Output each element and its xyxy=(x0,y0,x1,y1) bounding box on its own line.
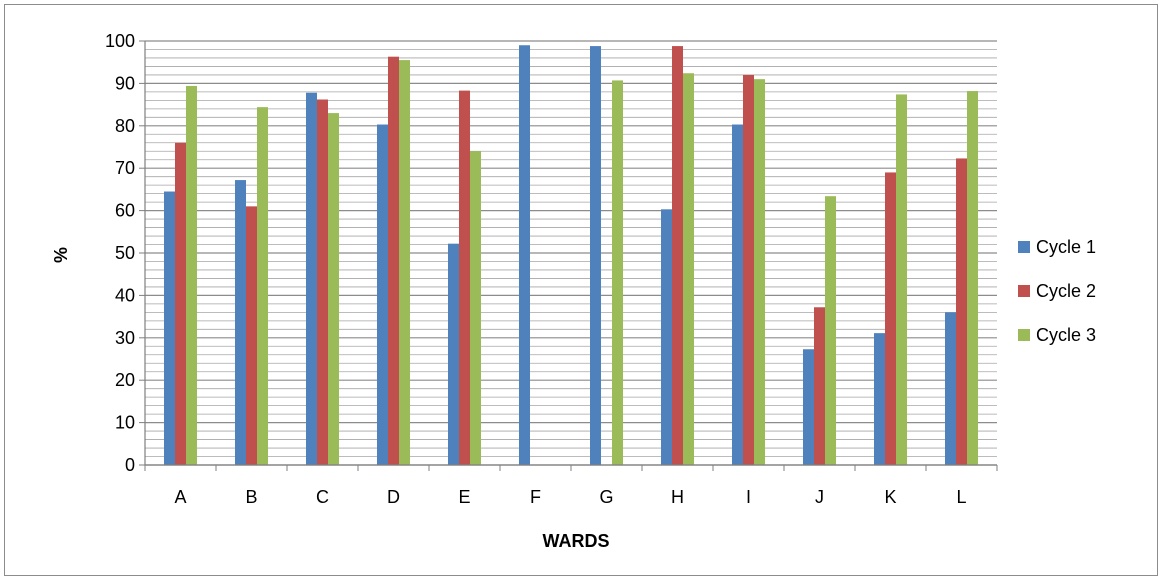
legend: Cycle 1 Cycle 2 Cycle 3 xyxy=(1018,237,1096,345)
bar-F-cycle-1 xyxy=(519,45,530,466)
bar-H-cycle-2 xyxy=(672,46,683,465)
legend-label: Cycle 2 xyxy=(1036,281,1096,301)
bar-J-cycle-2 xyxy=(814,307,825,465)
bar-D-cycle-2 xyxy=(388,56,399,466)
legend-label: Cycle 3 xyxy=(1036,325,1096,345)
bar-B-cycle-1 xyxy=(235,180,246,465)
bar-G-cycle-1 xyxy=(590,46,601,465)
bar-B-cycle-2 xyxy=(246,206,257,466)
bar-A-cycle-3 xyxy=(186,85,197,465)
bar-K-cycle-3 xyxy=(896,94,907,465)
y-axis-ticks: 0 10 20 30 40 50 60 70 80 90 100 xyxy=(105,31,135,475)
x-tick-label: B xyxy=(245,487,257,507)
x-tick-label: K xyxy=(884,487,896,507)
x-tick-label: C xyxy=(316,487,329,507)
bar-L-cycle-2 xyxy=(956,158,967,465)
legend-label: Cycle 1 xyxy=(1036,237,1096,257)
bar-D-cycle-1 xyxy=(377,124,388,465)
x-tick-label: E xyxy=(458,487,470,507)
bar-C-cycle-3 xyxy=(328,113,339,465)
y-tick-label: 20 xyxy=(115,370,135,390)
y-tick-label: 90 xyxy=(115,73,135,93)
x-tick-label: I xyxy=(746,487,751,507)
x-axis-ticks: A B C D E F G H I J K L xyxy=(174,487,966,507)
x-tick-label: F xyxy=(530,487,541,507)
y-tick-label: 30 xyxy=(115,328,135,348)
x-tick-label: D xyxy=(387,487,400,507)
x-tick-label: J xyxy=(815,487,824,507)
x-tick-label: G xyxy=(599,487,613,507)
gridlines xyxy=(145,40,997,466)
y-tick-label: 50 xyxy=(115,243,135,263)
legend-swatch xyxy=(1018,241,1030,253)
bar-I-cycle-2 xyxy=(743,74,754,466)
bar-I-cycle-1 xyxy=(732,124,743,465)
bar-A-cycle-1 xyxy=(164,191,175,465)
y-tick-label: 0 xyxy=(125,455,135,475)
bar-C-cycle-2 xyxy=(317,99,328,466)
y-tick-label: 80 xyxy=(115,116,135,136)
x-tick-label: A xyxy=(174,487,186,507)
bar-D-cycle-3 xyxy=(399,60,410,465)
x-axis-title: WARDS xyxy=(543,531,610,551)
bars xyxy=(164,45,978,466)
bar-J-cycle-1 xyxy=(803,349,814,465)
bar-E-cycle-1 xyxy=(448,243,459,465)
bar-B-cycle-3 xyxy=(257,107,268,466)
legend-swatch xyxy=(1018,329,1030,341)
x-tick-label: L xyxy=(956,487,966,507)
bar-J-cycle-3 xyxy=(825,196,836,465)
axes xyxy=(139,40,998,471)
bar-I-cycle-3 xyxy=(754,79,765,465)
legend-swatch xyxy=(1018,285,1030,297)
y-tick-label: 60 xyxy=(115,201,135,221)
bar-E-cycle-3 xyxy=(470,151,481,466)
y-tick-label: 70 xyxy=(115,158,135,178)
bar-C-cycle-1 xyxy=(306,92,317,465)
bar-E-cycle-2 xyxy=(459,90,470,465)
y-tick-label: 100 xyxy=(105,31,135,51)
y-tick-label: 10 xyxy=(115,413,135,433)
bar-L-cycle-1 xyxy=(945,312,956,465)
y-tick-label: 40 xyxy=(115,285,135,305)
bar-H-cycle-1 xyxy=(661,209,672,465)
bar-G-cycle-3 xyxy=(612,80,623,465)
bar-K-cycle-2 xyxy=(885,172,896,465)
bar-K-cycle-1 xyxy=(874,333,885,465)
bar-chart: 0 10 20 30 40 50 60 70 80 90 100 A B C D E F G H I J K L WARD… xyxy=(51,31,1096,551)
x-tick-label: H xyxy=(671,487,684,507)
bar-L-cycle-3 xyxy=(967,91,978,466)
chart-frame: 0 10 20 30 40 50 60 70 80 90 100 A B C D E F G H I J K L WARD… xyxy=(4,4,1158,576)
bar-A-cycle-2 xyxy=(175,142,186,465)
bar-H-cycle-3 xyxy=(683,73,694,465)
y-axis-title: % xyxy=(51,247,71,263)
